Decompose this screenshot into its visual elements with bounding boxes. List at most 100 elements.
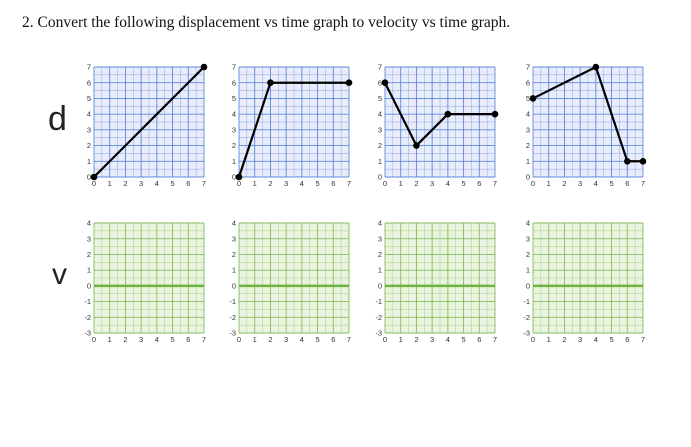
y-tick-label: 1 [526, 157, 530, 166]
x-tick-label: 5 [609, 179, 613, 188]
y-tick-label: 0 [378, 173, 382, 182]
y-tick-label: 4 [232, 110, 236, 119]
displacement-graph-2: 0 1 2 3 4 5 6 7 0 1 2 3 4 5 6 7 [232, 63, 353, 188]
y-tick-label: 2 [378, 141, 382, 150]
x-tick-label: 2 [414, 335, 418, 344]
y-tick-label: 0 [378, 281, 382, 290]
y-tick-label: -2 [375, 313, 382, 322]
y-tick-label: 4 [232, 219, 236, 228]
x-tick-label: 0 [237, 179, 241, 188]
x-tick-label: 0 [531, 335, 535, 344]
x-tick-label: 6 [331, 179, 335, 188]
y-tick-label: -1 [84, 297, 91, 306]
data-point [639, 157, 647, 165]
y-tick-label: 0 [232, 281, 236, 290]
x-tick-label: 3 [578, 179, 582, 188]
y-tick-label: 1 [87, 266, 91, 275]
x-tick-label: 1 [108, 335, 112, 344]
x-tick-label: 5 [609, 335, 613, 344]
x-tick-label: 2 [562, 179, 566, 188]
y-tick-label: 3 [232, 234, 236, 243]
y-tick-label: 1 [526, 266, 530, 275]
x-tick-label: 3 [430, 335, 434, 344]
x-tick-label: 7 [347, 335, 351, 344]
velocity-graph-4: 0 1 2 3 4 5 6 7 -3 -2 -1 0 1 2 3 4 [523, 219, 645, 344]
x-tick-label: 2 [414, 179, 418, 188]
y-tick-label: 4 [378, 219, 382, 228]
row-label-displacement: d [48, 100, 67, 138]
x-tick-label: 6 [186, 335, 190, 344]
y-tick-label: -3 [375, 329, 382, 338]
displacement-graph-4: 0 1 2 3 4 5 6 7 0 1 2 3 4 5 6 7 [526, 63, 647, 188]
x-tick-label: 0 [383, 335, 387, 344]
x-tick-label: 2 [562, 335, 566, 344]
x-tick-label: 1 [399, 335, 403, 344]
x-tick-label: 7 [641, 179, 645, 188]
y-tick-label: 1 [232, 157, 236, 166]
y-tick-label: 2 [526, 141, 530, 150]
y-tick-label: -3 [523, 329, 530, 338]
x-tick-label: 7 [202, 335, 206, 344]
y-tick-label: 0 [526, 281, 530, 290]
x-tick-label: 1 [253, 179, 257, 188]
row-label-velocity: v [52, 258, 67, 291]
x-tick-label: 3 [139, 335, 143, 344]
y-tick-label: 7 [87, 63, 91, 72]
data-point [381, 79, 389, 87]
y-tick-label: 7 [526, 63, 530, 72]
x-tick-label: 2 [123, 335, 127, 344]
x-tick-label: 1 [253, 335, 257, 344]
x-tick-label: 4 [300, 335, 304, 344]
y-tick-label: -1 [375, 297, 382, 306]
y-tick-label: 5 [87, 94, 91, 103]
x-tick-label: 7 [347, 179, 351, 188]
x-tick-label: 5 [315, 179, 319, 188]
data-point [345, 79, 353, 87]
y-tick-label: 2 [378, 250, 382, 259]
x-tick-label: 7 [493, 179, 497, 188]
y-tick-label: -3 [84, 329, 91, 338]
x-tick-label: 2 [123, 179, 127, 188]
x-tick-label: 5 [170, 335, 174, 344]
y-tick-label: 2 [232, 141, 236, 150]
data-point [592, 63, 600, 71]
y-tick-label: 4 [378, 110, 382, 119]
x-tick-label: 5 [170, 179, 174, 188]
x-tick-label: 5 [315, 335, 319, 344]
y-tick-label: 3 [87, 234, 91, 243]
displacement-graph-3: 0 1 2 3 4 5 6 7 0 1 2 3 4 5 6 7 [378, 63, 499, 188]
y-tick-label: 6 [232, 78, 236, 87]
x-tick-label: 1 [399, 179, 403, 188]
y-tick-label: 2 [87, 250, 91, 259]
x-tick-label: 1 [547, 179, 551, 188]
x-tick-label: 2 [268, 179, 272, 188]
x-tick-label: 3 [139, 179, 143, 188]
displacement-graph-1: 0 1 2 3 4 5 6 7 0 1 2 3 4 5 6 7 [87, 63, 208, 188]
data-point [267, 79, 274, 87]
displacement-line [93, 66, 205, 178]
y-tick-label: -2 [84, 313, 91, 322]
x-tick-label: 0 [92, 179, 96, 188]
y-tick-label: 3 [378, 234, 382, 243]
y-tick-label: 2 [526, 250, 530, 259]
x-tick-label: 0 [383, 179, 387, 188]
x-tick-label: 4 [446, 335, 450, 344]
data-point [623, 157, 631, 165]
data-point [413, 142, 420, 149]
velocity-graph-2: 0 1 2 3 4 5 6 7 -3 -2 -1 0 1 2 3 4 [229, 219, 351, 344]
y-tick-label: 4 [526, 219, 530, 228]
x-tick-label: 5 [461, 179, 465, 188]
y-tick-label: 3 [232, 125, 236, 134]
y-tick-label: 2 [232, 250, 236, 259]
x-tick-label: 3 [578, 335, 582, 344]
y-tick-label: 1 [378, 157, 382, 166]
y-tick-label: 3 [87, 125, 91, 134]
y-tick-label: -2 [229, 313, 236, 322]
y-tick-label: 4 [87, 110, 91, 119]
displacement-line [384, 82, 495, 147]
y-tick-label: 7 [232, 63, 236, 72]
velocity-graph-1: 0 1 2 3 4 5 6 7 -3 -2 -1 0 1 2 3 4 [84, 219, 206, 344]
y-tick-label: 0 [526, 173, 530, 182]
y-tick-label: -1 [523, 297, 530, 306]
x-tick-label: 0 [92, 335, 96, 344]
